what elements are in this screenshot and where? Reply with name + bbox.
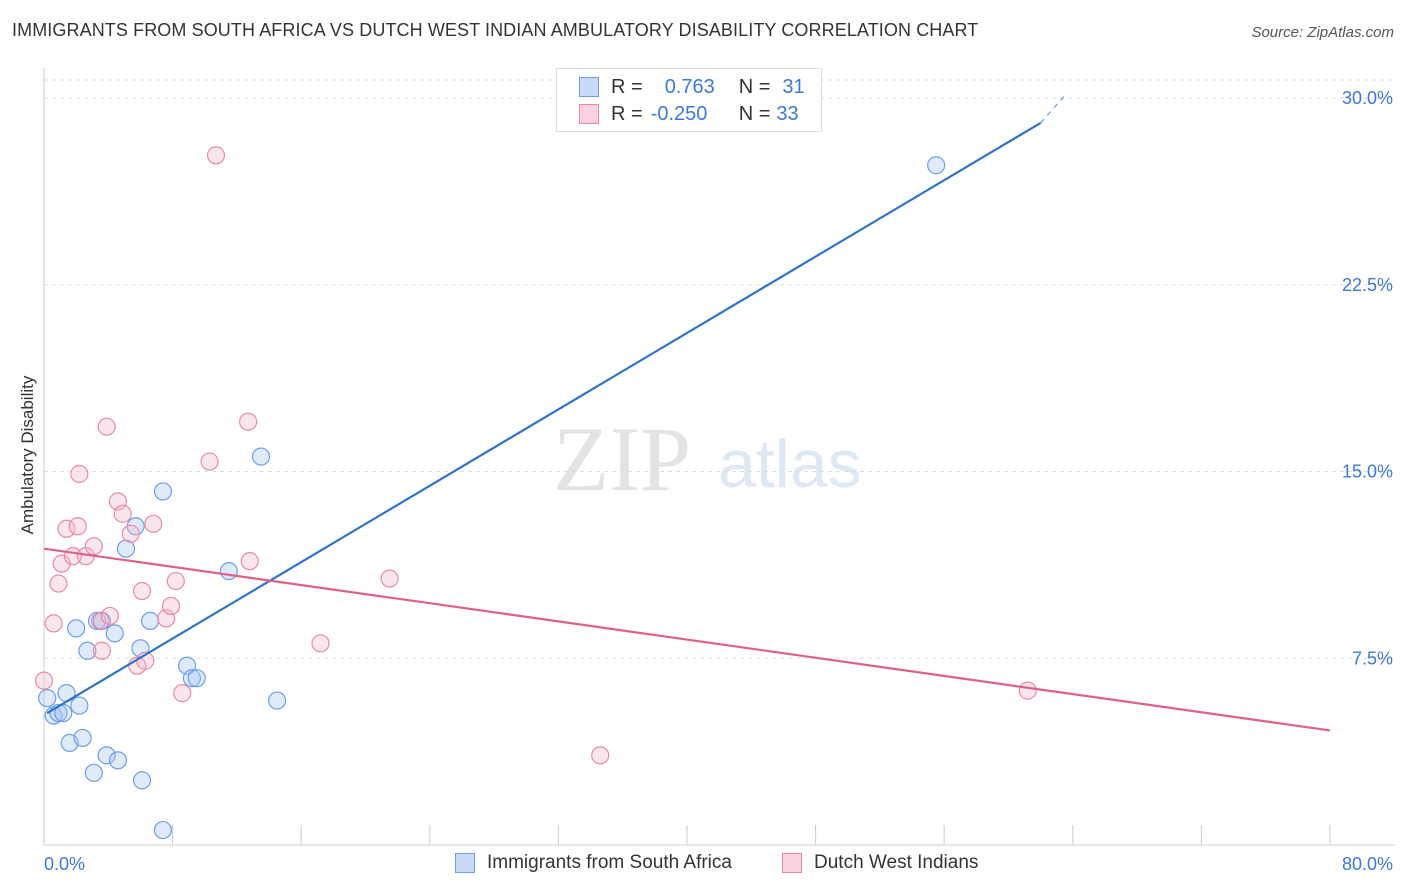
y-tick-label: 22.5% [1342, 275, 1393, 295]
y-tick-label: 30.0% [1342, 88, 1393, 108]
point-dutch-west-indians [173, 684, 192, 703]
legend-n-value: 31 [782, 75, 805, 98]
point-dutch-west-indians [121, 524, 140, 543]
point-dutch-west-indians [200, 452, 219, 471]
point-south-africa [182, 669, 201, 688]
legend-r-value: -0.250 [650, 102, 708, 125]
point-dutch-west-indians [68, 517, 87, 536]
legend-row-dutch-west-indians: R = -0.250 N = 33 [579, 101, 799, 127]
point-dutch-west-indians [239, 412, 258, 431]
point-south-africa [108, 751, 128, 770]
axes [43, 68, 1395, 846]
point-south-africa [97, 746, 116, 765]
series-legend-dutch-west-indians[interactable]: Dutch West Indians [782, 852, 978, 874]
point-south-africa [153, 820, 173, 840]
point-south-africa [927, 156, 946, 175]
point-dutch-west-indians [311, 634, 330, 653]
x-tick-label: 80.0% [1342, 854, 1393, 874]
legend-swatch-blue [579, 77, 599, 97]
stats-legend: R = 0.763 N = 31 R = -0.250 N = 33 [556, 68, 822, 132]
watermark-atlas: atlas [718, 426, 862, 502]
legend-r-label: R = [611, 75, 643, 98]
point-south-africa [132, 771, 152, 790]
legend-n-value: 33 [776, 102, 799, 125]
point-dutch-west-indians [92, 641, 111, 660]
point-dutch-west-indians [91, 611, 110, 631]
chart-source: Source: ZipAtlas.com [1251, 24, 1394, 41]
legend-r-label: R = [611, 102, 643, 125]
point-dutch-west-indians [34, 671, 54, 690]
watermark-zip: ZIP [553, 408, 691, 510]
point-south-africa [73, 728, 92, 748]
point-south-africa [70, 696, 89, 715]
legend-swatch-pink [579, 104, 599, 124]
point-south-africa [140, 611, 160, 631]
data-points [34, 146, 1037, 840]
chart-title: IMMIGRANTS FROM SOUTH AFRICA VS DUTCH WE… [12, 20, 979, 40]
point-dutch-west-indians [70, 464, 89, 484]
series-legend-south-africa[interactable]: Immigrants from South Africa [455, 852, 732, 874]
point-dutch-west-indians [57, 519, 76, 538]
point-dutch-west-indians [380, 569, 399, 588]
trend-line-dutch-west-indians [43, 547, 1331, 732]
point-dutch-west-indians [240, 552, 259, 571]
point-south-africa [187, 669, 206, 688]
x-tick-label: 0.0% [44, 854, 85, 874]
watermark: ZIP atlas [553, 408, 862, 510]
legend-r-value: 0.763 [664, 75, 715, 98]
point-dutch-west-indians [84, 537, 103, 556]
tick-labels: 7.5% 15.0% 22.5% 30.0% 0.0% 80.0% [44, 88, 1393, 874]
point-dutch-west-indians [132, 581, 152, 601]
point-south-africa [105, 624, 124, 643]
point-south-africa [153, 482, 173, 501]
trend-line-extension [1040, 95, 1066, 124]
point-south-africa [78, 641, 97, 660]
point-dutch-west-indians [161, 596, 181, 616]
point-dutch-west-indians [166, 571, 185, 591]
y-axis-label: Ambulatory Disability [18, 375, 37, 535]
point-dutch-west-indians [100, 606, 120, 626]
series-label: Dutch West Indians [814, 852, 979, 873]
y-tick-label: 7.5% [1352, 648, 1393, 668]
series-swatch-pink [782, 853, 802, 873]
trend-lines [43, 95, 1331, 732]
legend-n-label: N = [738, 75, 771, 98]
point-south-africa [84, 763, 103, 782]
gridlines [44, 79, 1395, 659]
series-legend: Immigrants from South Africa Dutch West … [0, 852, 1406, 878]
point-dutch-west-indians [44, 614, 63, 633]
series-label: Immigrants from South Africa [487, 852, 732, 873]
point-dutch-west-indians [97, 417, 116, 436]
point-south-africa [219, 561, 238, 581]
point-south-africa [251, 447, 271, 466]
series-swatch-blue [455, 853, 475, 873]
point-dutch-west-indians [113, 504, 132, 523]
point-south-africa [67, 619, 86, 638]
point-dutch-west-indians [591, 746, 610, 765]
legend-n-label: N = [738, 102, 771, 125]
point-dutch-west-indians [144, 514, 163, 533]
y-tick-label: 15.0% [1342, 462, 1393, 482]
point-dutch-west-indians [206, 146, 226, 165]
trend-line-south-africa [46, 121, 1042, 714]
point-south-africa [267, 691, 287, 710]
point-south-africa [38, 688, 57, 708]
point-dutch-west-indians [1018, 681, 1037, 700]
legend-row-south-africa: R = 0.763 N = 31 [579, 74, 805, 100]
point-dutch-west-indians [49, 574, 68, 593]
